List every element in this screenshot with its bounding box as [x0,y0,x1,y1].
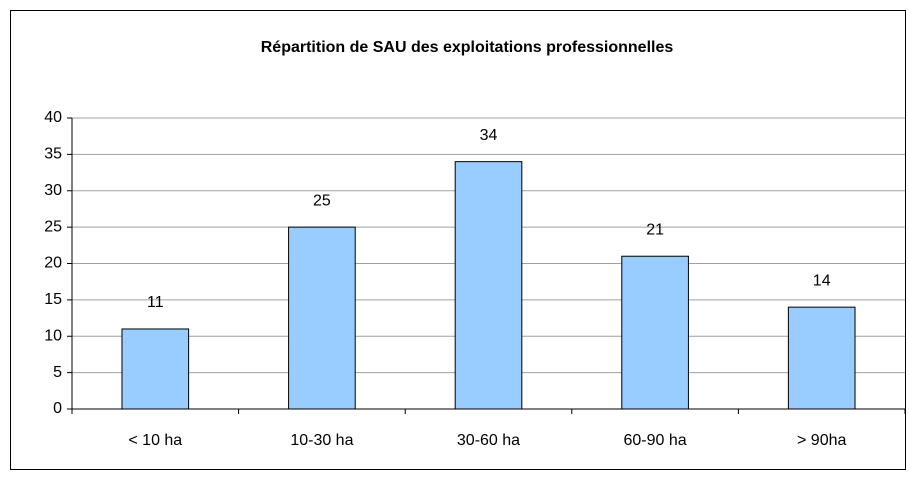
y-tick-label: 30 [44,182,62,199]
data-label: 11 [147,294,164,311]
data-label: 21 [646,221,664,238]
bar [288,226,356,410]
y-tick-label: 15 [44,291,62,308]
y-tick-label: 40 [44,109,62,126]
bar [121,328,190,410]
y-tick-label: 5 [53,364,62,381]
x-tick-label: < 10 ha [128,432,182,449]
bar [621,255,689,410]
data-label: 25 [313,192,331,209]
y-tick-label: 25 [44,218,62,235]
data-label: 34 [480,127,498,144]
y-tick-label: 10 [44,327,62,344]
y-tick-label: 0 [53,400,62,417]
x-tick-label: > 90ha [797,432,846,449]
x-tick-label: 60-90 ha [624,432,687,449]
data-label: 14 [813,272,831,289]
bar [454,161,523,410]
y-tick-label: 35 [44,146,62,163]
chart-title: Répartition de SAU des exploitations pro… [261,39,674,56]
y-tick-label: 20 [44,255,62,272]
x-tick-label: 30-60 ha [457,432,520,449]
bar [787,306,856,410]
x-tick-label: 10-30 ha [290,432,353,449]
